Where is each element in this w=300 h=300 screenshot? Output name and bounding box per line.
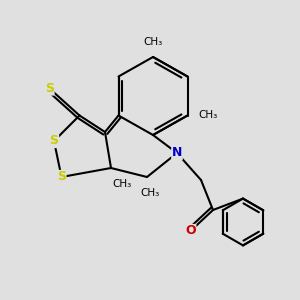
Text: N: N: [172, 146, 182, 160]
Text: CH₃: CH₃: [112, 178, 131, 189]
Text: CH₃: CH₃: [198, 110, 217, 121]
Text: CH₃: CH₃: [140, 188, 160, 198]
Text: S: S: [45, 82, 54, 95]
Text: O: O: [185, 224, 196, 238]
Text: CH₃: CH₃: [143, 38, 163, 47]
Text: S: S: [50, 134, 58, 148]
Text: S: S: [57, 170, 66, 184]
